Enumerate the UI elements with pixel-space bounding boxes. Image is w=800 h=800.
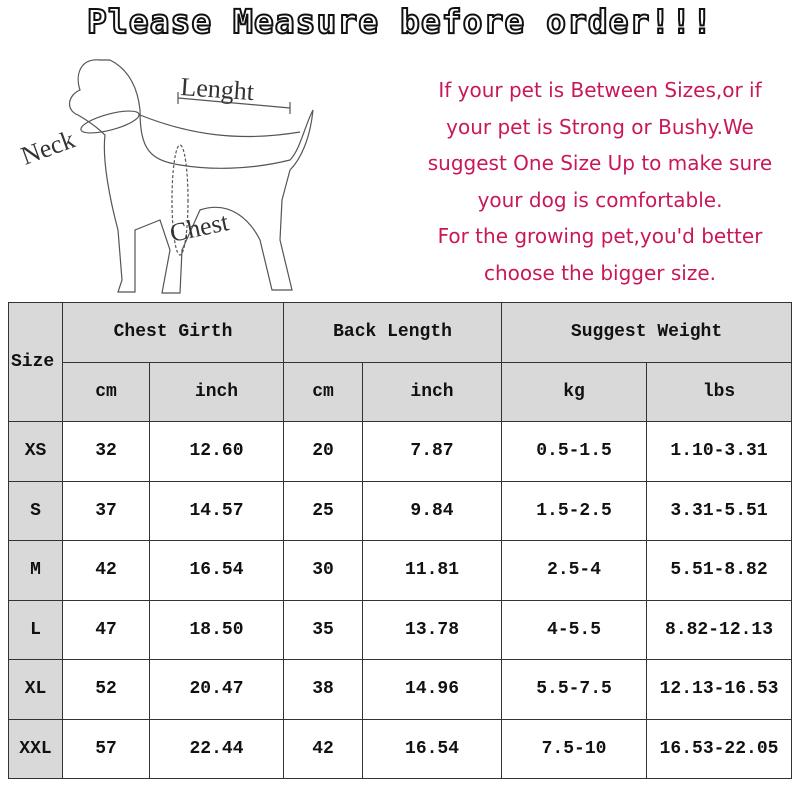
- neck-loop: [80, 110, 140, 134]
- value-cell: 37: [62, 480, 150, 541]
- value-cell: 2.5-4: [501, 540, 648, 601]
- size-cell: M: [8, 540, 63, 601]
- value-cell: 38: [283, 659, 364, 720]
- sizing-advice: If your pet is Between Sizes,or if your …: [405, 72, 795, 291]
- unit-header: lbs: [646, 361, 793, 422]
- value-cell: 5.51-8.82: [646, 540, 793, 601]
- size-cell: XXL: [8, 718, 63, 779]
- value-cell: 7.87: [362, 421, 503, 482]
- table-row: XL 52 20.47 38 14.96 5.5-7.5 12.13-16.53: [8, 659, 793, 720]
- unit-header: inch: [148, 361, 285, 422]
- value-cell: 52: [62, 659, 150, 720]
- table-row: M 42 16.54 30 11.81 2.5-4 5.51-8.82: [8, 540, 793, 601]
- value-cell: 1.5-2.5: [501, 480, 648, 541]
- size-header: Size: [8, 302, 63, 422]
- table-header-row: Size Chest Girth Back Length Suggest Wei…: [8, 302, 793, 422]
- table-unit-row: cm inch cm inch kg lbs: [9, 361, 793, 422]
- value-cell: 7.5-10: [501, 718, 648, 779]
- value-cell: 14.57: [148, 480, 285, 541]
- chest-label: Chest: [167, 207, 232, 248]
- value-cell: 4-5.5: [501, 599, 648, 660]
- value-cell: 25: [283, 480, 364, 541]
- value-cell: 20: [283, 421, 364, 482]
- value-cell: 35: [283, 599, 364, 660]
- value-cell: 1.10-3.31: [646, 421, 793, 482]
- size-cell: XL: [8, 659, 63, 720]
- table-row: XXL 57 22.44 42 16.54 7.5-10 16.53-22.05: [8, 718, 793, 779]
- unit-header: cm: [283, 361, 364, 422]
- page-title: Please Measure before order!!!: [86, 1, 714, 42]
- neck-label: Neck: [17, 125, 78, 171]
- value-cell: 13.78: [362, 599, 503, 660]
- value-cell: 8.82-12.13: [646, 599, 793, 660]
- table-row: XS 32 12.60 20 7.87 0.5-1.5 1.10-3.31: [8, 421, 793, 482]
- length-line: [139, 114, 301, 138]
- value-cell: 32: [62, 421, 150, 482]
- advice-line: choose the bigger size.: [483, 260, 717, 285]
- value-cell: 5.5-7.5: [501, 659, 648, 720]
- dog-outline: [69, 59, 314, 294]
- table-row: L 47 18.50 35 13.78 4-5.5 8.82-12.13: [8, 599, 793, 660]
- value-cell: 42: [62, 540, 150, 601]
- size-cell: S: [8, 480, 63, 541]
- table-row: S 37 14.57 25 9.84 1.5-2.5 3.31-5.51: [8, 480, 793, 541]
- value-cell: 3.31-5.51: [646, 480, 793, 541]
- value-cell: 57: [62, 718, 150, 779]
- advice-line: suggest One Size Up to make sure: [427, 151, 773, 175]
- value-cell: 9.84: [362, 480, 503, 541]
- value-cell: 16.54: [148, 540, 285, 601]
- group-header: Suggest Weight: [501, 302, 793, 363]
- advice-line: your pet is Strong or Bushy.We: [446, 114, 754, 139]
- value-cell: 14.96: [362, 659, 503, 720]
- advice-line: For the growing pet,you'd better: [437, 224, 763, 248]
- size-cell: XS: [8, 421, 63, 482]
- size-chart-table: Size Chest Girth Back Length Suggest Wei…: [8, 302, 793, 779]
- value-cell: 12.13-16.53: [646, 659, 793, 720]
- value-cell: 0.5-1.5: [501, 421, 648, 482]
- length-label: Lenght: [180, 72, 256, 106]
- value-cell: 18.50: [148, 599, 285, 660]
- value-cell: 47: [62, 599, 150, 660]
- value-cell: 30: [283, 540, 364, 601]
- value-cell: 12.60: [148, 421, 285, 482]
- value-cell: 16.53-22.05: [646, 718, 793, 779]
- unit-header: cm: [62, 361, 150, 422]
- group-header: Back Length: [283, 302, 503, 363]
- value-cell: 22.44: [148, 718, 285, 779]
- chest-loop: [171, 144, 189, 256]
- value-cell: 16.54: [362, 718, 503, 779]
- group-header: Chest Girth: [61, 302, 285, 363]
- unit-header: inch: [362, 361, 503, 422]
- size-cell: L: [8, 599, 63, 660]
- advice-line: your dog is comfortable.: [477, 187, 723, 212]
- length-indicator: [177, 92, 291, 114]
- unit-header: kg: [501, 361, 648, 422]
- value-cell: 42: [283, 718, 364, 779]
- dog-measurement-diagram: Lenght Neck Chest: [17, 59, 314, 294]
- value-cell: 11.81: [362, 540, 503, 601]
- value-cell: 20.47: [148, 659, 285, 720]
- advice-line: If your pet is Between Sizes,or if: [438, 78, 762, 102]
